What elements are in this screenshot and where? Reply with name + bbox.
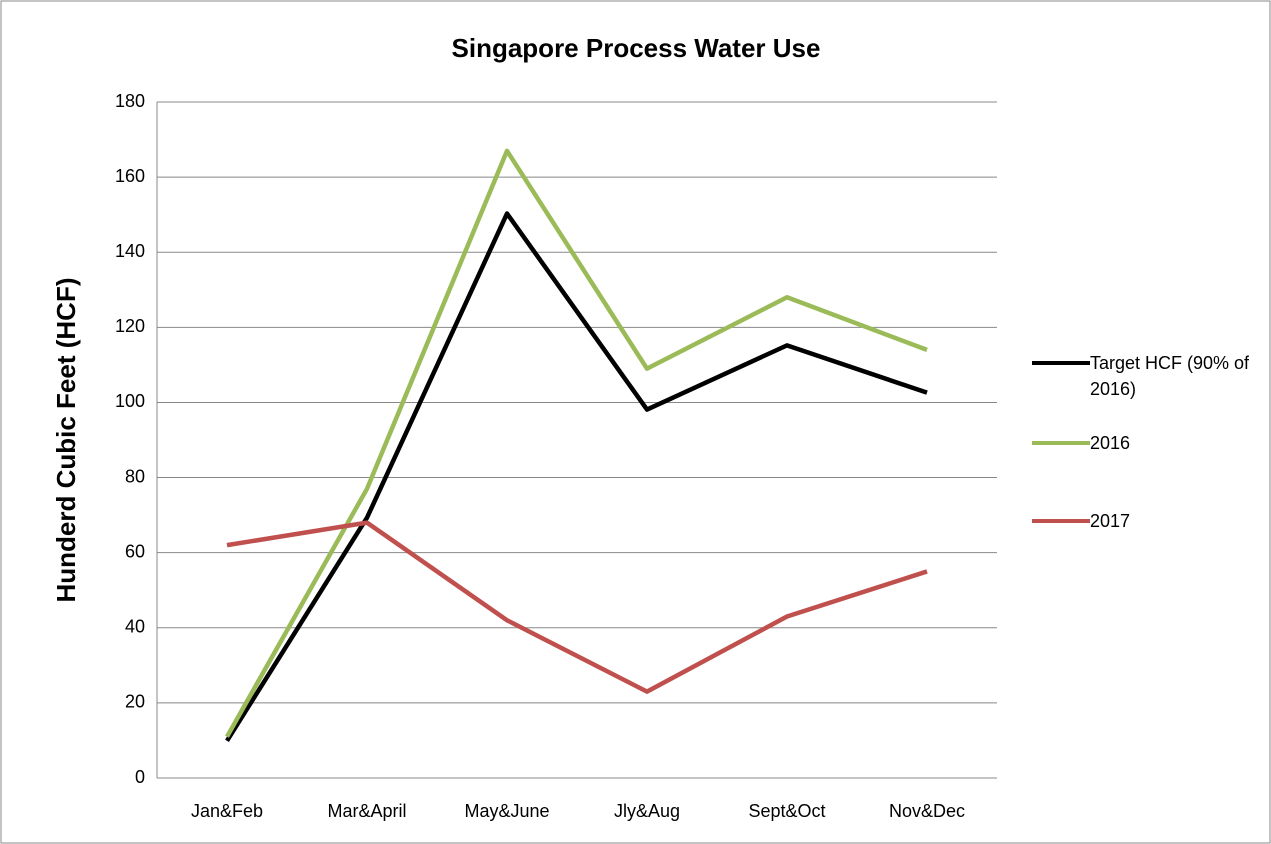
y-tick-label: 20 (125, 692, 145, 712)
legend-entry: 2016 (1032, 430, 1262, 456)
x-tick-label: May&June (464, 801, 549, 821)
y-tick-label: 100 (115, 391, 145, 411)
y-tick-label: 0 (135, 767, 145, 787)
legend-swatch (1032, 441, 1090, 445)
legend-swatch (1032, 519, 1090, 523)
legend-entry: 2017 (1032, 508, 1262, 534)
x-tick-label: Sept&Oct (748, 801, 825, 821)
legend-entry: Target HCF (90% of 2016) (1032, 350, 1262, 402)
y-tick-label: 80 (125, 466, 145, 486)
legend-label: Target HCF (90% of 2016) (1090, 353, 1250, 399)
y-tick-label: 140 (115, 241, 145, 261)
series-line (225, 211, 928, 743)
y-tick-label: 120 (115, 316, 145, 336)
series-line (226, 520, 928, 694)
legend-label: 2017 (1090, 511, 1131, 531)
legend-label: 2016 (1090, 433, 1131, 453)
series-line (225, 148, 928, 738)
y-tick-label: 160 (115, 166, 145, 186)
y-tick-label: 180 (115, 91, 145, 111)
y-tick-label: 60 (125, 541, 145, 561)
x-tick-label: Jan&Feb (191, 801, 263, 821)
x-tick-label: Nov&Dec (889, 801, 965, 821)
y-axis-label: Hunderd Cubic Feet (HCF) (51, 278, 81, 603)
y-tick-label: 40 (125, 617, 145, 637)
chart-title: Singapore Process Water Use (452, 33, 821, 63)
x-tick-label: Mar&April (327, 801, 406, 821)
legend-swatch (1032, 361, 1090, 365)
x-tick-label: Jly&Aug (614, 801, 680, 821)
